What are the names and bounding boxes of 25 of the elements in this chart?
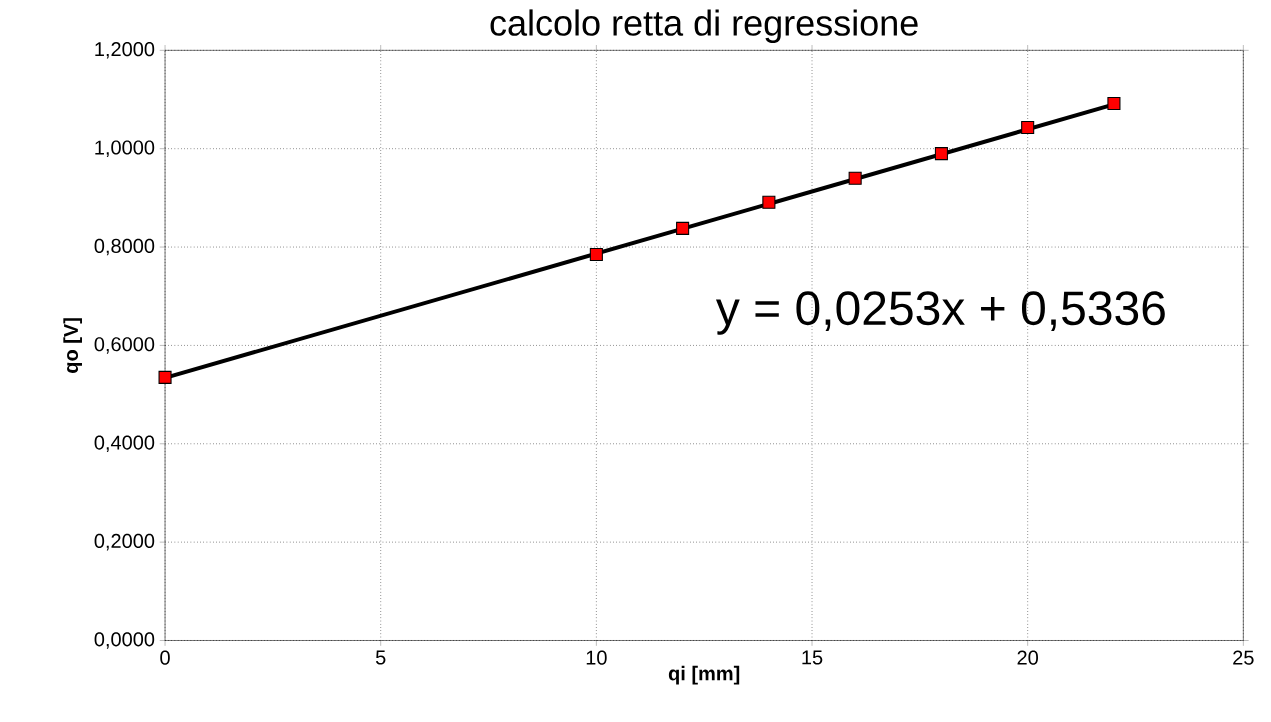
x-tick-label: 0 — [160, 650, 170, 665]
y-tick-label: 0,0000 — [94, 632, 155, 649]
point — [934, 147, 948, 161]
y-tick-label: 0,8000 — [94, 239, 155, 256]
point — [676, 222, 690, 236]
point — [1021, 121, 1035, 135]
x-tick-label: 25 — [1233, 650, 1254, 665]
y-tick-label: 0,6000 — [94, 337, 155, 354]
point — [1107, 97, 1121, 111]
x-tick-label: 20 — [1017, 650, 1038, 665]
x-tick-label: 5 — [375, 650, 386, 665]
point — [158, 371, 172, 385]
y-tick-label: 0,4000 — [94, 435, 155, 453]
point — [589, 248, 603, 262]
y-tick-label: 1,2000 — [95, 42, 155, 59]
point — [848, 171, 862, 185]
y-tick-label: 1,0000 — [95, 140, 155, 158]
y-axis-title: qo [V] — [63, 318, 82, 374]
y-tick-label: 0,2000 — [94, 534, 155, 551]
x-tick-label: 15 — [802, 650, 823, 665]
x-axis-title: qi [mm] — [668, 666, 740, 685]
point — [762, 196, 776, 210]
chart-title: calcolo retta di regressione — [490, 9, 918, 44]
x-tick-label: 10 — [586, 650, 607, 665]
annotation: y = 0,0253x + 0,5336 — [715, 291, 1165, 335]
